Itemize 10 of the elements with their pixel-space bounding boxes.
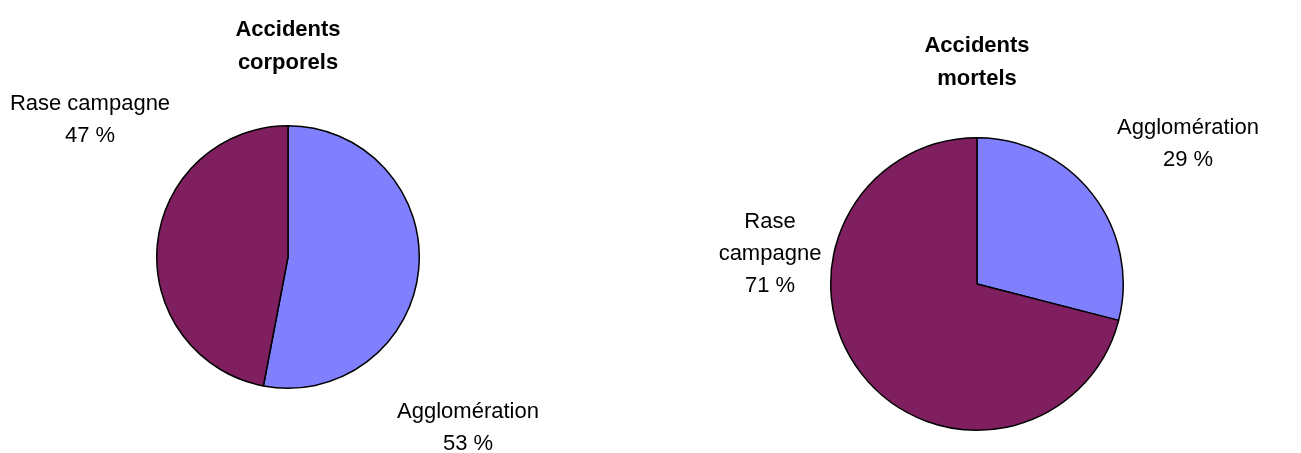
slice-label: Rase campagne bbox=[718, 208, 822, 266]
slice-label: Agglomération bbox=[1117, 114, 1259, 140]
slice-label: Rase campagne bbox=[9, 90, 171, 116]
slice-label: Agglomération bbox=[397, 398, 539, 424]
data-label: 29 % bbox=[1162, 146, 1214, 172]
chart-title: Accidents mortels bbox=[924, 32, 1030, 91]
data-label: 53 % bbox=[442, 430, 494, 453]
data-label: 47 % bbox=[64, 122, 116, 148]
chart-title: Accidents corporels bbox=[235, 16, 341, 75]
data-label: 71 % bbox=[744, 272, 796, 298]
